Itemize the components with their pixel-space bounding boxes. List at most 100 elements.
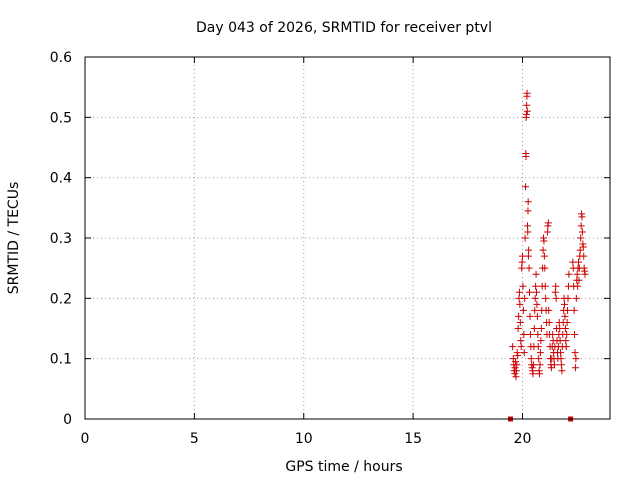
data-point: [514, 325, 522, 332]
data-point: [577, 222, 585, 230]
axis-ticks: 0 0.1 0.2 0.3 0.4 0.5 0.6 0 5 10 15 20: [50, 50, 610, 447]
data-point: [542, 294, 550, 302]
data-point: [511, 370, 519, 378]
data-point: [511, 364, 519, 372]
x-axis-label: GPS time / hours: [285, 459, 402, 475]
data-point: [545, 306, 553, 314]
data-point: [570, 306, 578, 314]
y-tick-label: 0.2: [50, 291, 72, 307]
data-point: [521, 234, 529, 242]
data-point: [558, 367, 566, 375]
data-point: [520, 349, 528, 357]
data-point: [576, 246, 584, 254]
y-tick-label: 0.4: [50, 171, 72, 187]
data-point: [575, 276, 583, 284]
data-point: [515, 288, 523, 296]
data-point: [523, 107, 531, 115]
data-point: [512, 358, 519, 366]
data-point: [519, 252, 526, 260]
data-point: [571, 349, 579, 357]
data-point: [561, 325, 569, 332]
data-point: [523, 101, 531, 109]
data-point: [577, 234, 585, 242]
data-point: [562, 337, 570, 345]
data-point: [531, 294, 539, 302]
data-point: [519, 282, 527, 290]
data-point: [564, 294, 572, 302]
data-point: [557, 355, 565, 363]
data-point: [521, 294, 529, 302]
data-point: [515, 312, 523, 320]
data-point: [535, 355, 543, 363]
data-points: [507, 89, 589, 422]
data-point: [522, 110, 530, 118]
data-point: [524, 228, 532, 236]
y-tick-label: 0.5: [50, 110, 72, 126]
data-point: [541, 282, 549, 290]
data-point: [571, 364, 579, 372]
data-point: [552, 294, 560, 302]
data-point: [512, 367, 520, 375]
x-tick-label: 0: [81, 431, 90, 447]
data-point: [530, 325, 538, 332]
data-point: [516, 318, 524, 326]
data-point: [534, 343, 542, 351]
data-point: [578, 213, 586, 221]
data-point: [517, 343, 525, 351]
data-point: [533, 288, 540, 296]
data-point: [533, 312, 541, 320]
data-point: [529, 370, 537, 378]
data-point: [517, 337, 525, 345]
data-point: [571, 331, 579, 339]
x-tick-label: 5: [190, 431, 199, 447]
data-point: [531, 306, 539, 314]
data-point: [534, 331, 542, 339]
data-point: [537, 325, 545, 332]
data-point: [561, 300, 568, 308]
data-point: [572, 294, 580, 302]
data-point: [532, 282, 540, 290]
data-point: [557, 349, 565, 357]
data-point: [536, 349, 544, 357]
data-point: [526, 312, 534, 320]
data-point: [524, 207, 532, 215]
data-point: [545, 318, 553, 326]
data-point: [537, 337, 545, 345]
y-tick-label: 0.3: [50, 231, 72, 247]
data-point: [525, 264, 533, 272]
data-point: [524, 252, 532, 260]
data-point: [524, 198, 532, 206]
data-point: [540, 252, 548, 260]
data-point: [565, 270, 573, 278]
data-point: [579, 243, 587, 251]
data-point: [578, 228, 586, 236]
data-point: [549, 331, 557, 339]
data-point: [574, 282, 582, 290]
chart-title: Day 043 of 2026, SRMTID for receiver ptv…: [196, 20, 492, 36]
y-tick-label: 0.6: [50, 50, 72, 66]
data-point: [539, 246, 547, 254]
data-point: [563, 318, 571, 326]
data-point: [513, 361, 521, 369]
x-tick-label: 20: [514, 431, 532, 447]
y-tick-label: 0: [63, 412, 72, 428]
data-point: [572, 355, 580, 363]
data-point: [527, 355, 535, 363]
data-point: [563, 331, 571, 339]
x-tick-label: 15: [404, 431, 422, 447]
data-point: [524, 222, 532, 230]
data-point: [573, 270, 581, 278]
data-point: [564, 306, 572, 314]
data-point: [518, 258, 526, 266]
data-point: [514, 352, 522, 360]
data-point: [551, 288, 559, 296]
data-point: [580, 252, 588, 260]
data-point: [541, 264, 549, 272]
data-point: [532, 270, 540, 278]
data-point: [550, 361, 558, 369]
x-tick-label: 10: [295, 431, 313, 447]
data-point: [575, 258, 582, 266]
data-point: [525, 246, 533, 254]
data-point: [557, 361, 565, 369]
data-point: [547, 364, 555, 372]
